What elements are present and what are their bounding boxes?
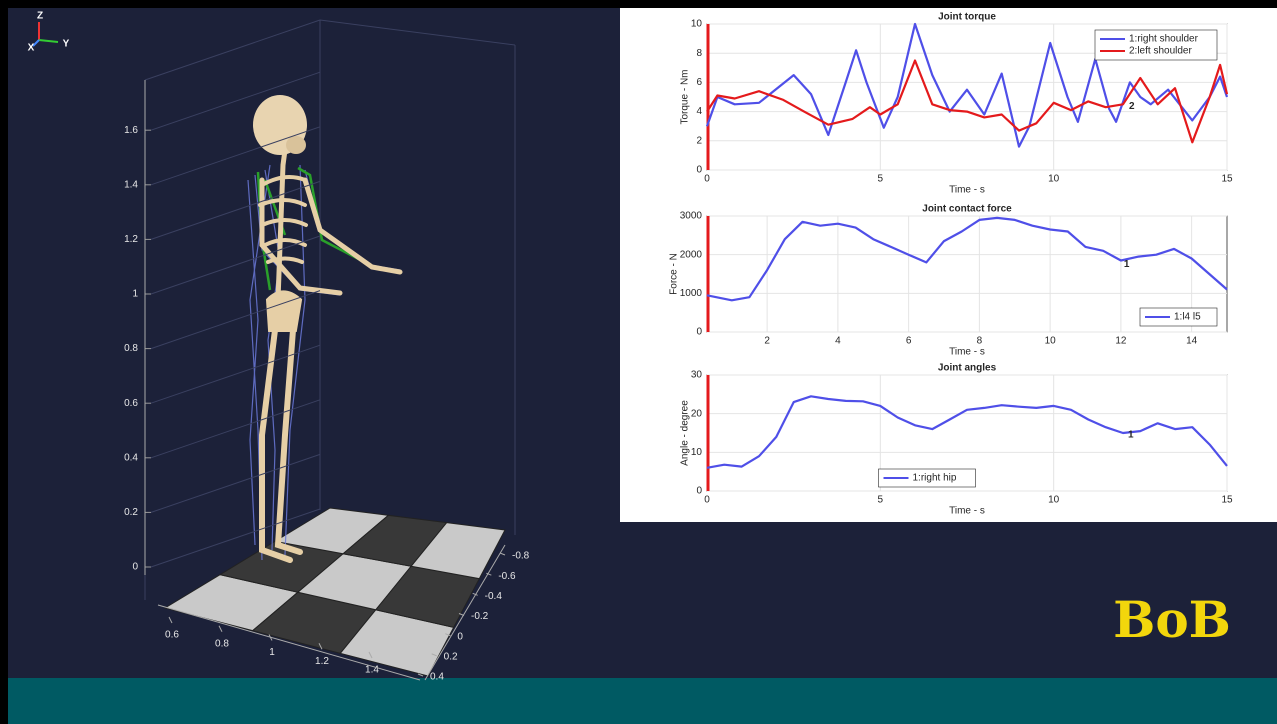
z-tick-label: 1 [132,289,138,300]
chart-title: Joint angles [938,363,997,374]
annotation: 1 [1124,259,1130,270]
y-tick-label: 30 [691,370,703,381]
x-tick-label: 10 [1045,336,1057,347]
y-tick-label: 10 [691,447,703,458]
x-axis-label: Time - s [949,347,985,358]
y-tick-label: 2000 [680,249,703,260]
annotation: 1 [1128,430,1134,441]
x-tick-label: 15 [1221,174,1233,185]
y-tick-label: 0 [696,327,702,338]
z-tick-label: 0.4 [124,452,138,463]
y-tick-label: 10 [691,19,703,30]
legend-label: 1:l4 l5 [1174,312,1201,323]
y-tick-label: -0.8 [512,551,530,562]
z-tick-label: 0 [132,562,138,573]
y-tick-label: 0.4 [430,672,444,683]
x-tick-label: 10 [1048,174,1060,185]
x-axis-label: Time - s [949,506,985,517]
y-tick-label: 6 [696,77,702,88]
y-tick-label: 4 [696,106,702,117]
z-tick-label: 1.2 [124,234,138,245]
annotation: 2 [1129,101,1135,112]
pelvis [268,293,300,331]
y-tick-label: 1000 [680,288,703,299]
y-tick-label: -0.4 [485,591,503,602]
x-tick-label: 4 [835,336,841,347]
x-tick-label: 0 [704,495,710,506]
z-tick-label: 1.6 [124,125,138,136]
legend-label: 1:right hip [913,473,957,484]
x-tick-label: 12 [1115,336,1127,347]
bottom-band [8,678,1277,724]
x-tick-label: 5 [878,495,884,506]
y-axis-label: Torque - Nm [680,69,691,124]
y-axis-label: Angle - degree [680,400,691,466]
y-tick-label: 3000 [680,211,703,222]
y-tick-label: -0.6 [498,571,516,582]
x-tick-label: 2 [764,336,770,347]
triad-label: Y [63,39,70,50]
x-tick-label: 15 [1221,495,1233,506]
triad-label: X [28,43,35,54]
x-tick-label: 0 [704,174,710,185]
page: {"chart_data": [ {"type": "line", "title… [0,0,1277,724]
logo: BoB [1113,590,1231,649]
x-tick-label: 1.2 [315,656,329,667]
legend-label: 2:left shoulder [1129,46,1192,57]
y-tick-label: 2 [696,135,702,146]
x-tick-label: 10 [1048,495,1060,506]
x-axis-label: Time - s [949,185,985,196]
chart-title: Joint torque [938,12,996,23]
y-tick-label: 0 [696,165,702,176]
z-tick-label: 0.8 [124,343,138,354]
x-tick-label: 14 [1186,336,1198,347]
x-tick-label: 6 [906,336,912,347]
jaw [286,136,306,154]
z-tick-label: 1.4 [124,179,138,190]
x-tick-label: 8 [977,336,983,347]
triad-label: Z [37,11,43,22]
screen: 00.20.40.60.811.21.41.60.60.811.21.4-0.8… [0,0,1277,724]
x-tick-label: 0.8 [215,638,229,649]
x-tick-label: 1 [269,647,275,658]
y-tick-label: 0 [696,486,702,497]
legend-label: 1:right shoulder [1129,34,1199,45]
y-tick-label: 20 [691,408,703,419]
y-tick-label: 0.2 [444,651,458,662]
y-tick-label: 0 [457,631,463,642]
z-tick-label: 0.2 [124,507,138,518]
x-tick-label: 5 [878,174,884,185]
chart-title: Joint contact force [922,204,1012,215]
x-tick-label: 0.6 [165,630,179,641]
y-axis-label: Force - N [669,253,680,295]
y-tick-label: -0.2 [471,611,489,622]
z-tick-label: 0.6 [124,398,138,409]
y-tick-label: 8 [696,48,702,59]
